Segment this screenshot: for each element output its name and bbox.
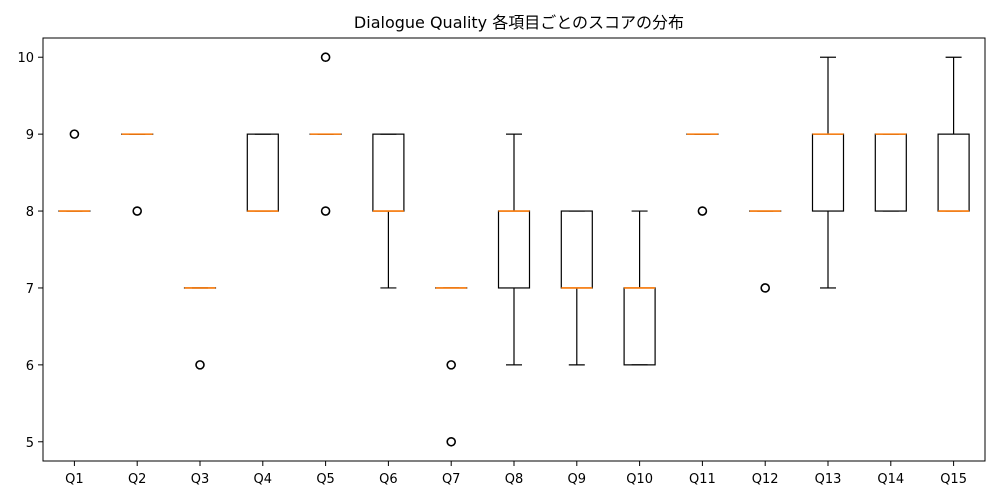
x-tick-label: Q15 (940, 472, 967, 487)
box-series (58, 52, 970, 447)
box-q1 (58, 129, 91, 212)
iqr-box (811, 133, 845, 212)
outlier-point (320, 206, 331, 216)
y-tick-label: 6 (26, 359, 34, 374)
y-tick-label: 5 (26, 436, 34, 451)
y-tick-label: 7 (26, 282, 34, 297)
y-tick-label: 10 (17, 51, 34, 66)
outlier-point (132, 206, 142, 216)
outlier-point (697, 206, 708, 216)
iqr-box (937, 133, 970, 212)
iqr-box (497, 210, 531, 289)
iqr-box (623, 287, 656, 366)
box-q10 (623, 210, 656, 366)
outlier-point (446, 360, 457, 370)
outlier-point (195, 360, 205, 370)
x-tick-label: Q13 (815, 472, 842, 487)
box-q3 (183, 287, 217, 370)
box-q4 (246, 133, 279, 212)
x-tick-label: Q2 (128, 472, 147, 487)
iqr-box (246, 133, 279, 212)
outlier-point (446, 436, 457, 447)
box-q14 (874, 133, 907, 212)
x-tick-label: Q8 (505, 472, 524, 487)
box-q5 (309, 52, 342, 216)
x-tick-label: Q9 (568, 472, 587, 487)
outlier-point (760, 283, 771, 293)
x-tick-label: Q11 (689, 472, 716, 487)
y-tick-label: 9 (26, 128, 34, 143)
box-q12 (749, 210, 782, 293)
x-tick-label: Q7 (442, 472, 461, 487)
x-tick-label: Q14 (877, 472, 904, 487)
x-tick-label: Q12 (752, 472, 779, 487)
box-q11 (686, 133, 719, 216)
x-tick-label: Q3 (191, 472, 210, 487)
box-q7 (435, 287, 468, 447)
box-q15 (937, 56, 970, 212)
outlier-point (69, 129, 80, 139)
box-q13 (811, 56, 845, 289)
iqr-box (874, 133, 907, 212)
x-tick-label: Q4 (254, 472, 273, 487)
box-q9 (560, 210, 593, 366)
x-axis: Q1 Q2 Q3 Q4 Q5 Q6 Q7 Q8 Q9 Q10 Q11 Q12 Q13 Q14 Q15 (65, 461, 967, 487)
x-tick-label: Q1 (65, 472, 84, 487)
y-tick-label: 8 (26, 205, 34, 220)
chart-title: Dialogue Quality 各項目ごとのスコアの分布 (354, 13, 684, 32)
box-q6 (372, 133, 405, 289)
box-q8 (497, 133, 531, 366)
x-tick-label: Q6 (379, 472, 398, 487)
iqr-box (560, 210, 593, 289)
iqr-box (372, 133, 405, 212)
y-axis: 5 6 7 8 9 10 (17, 51, 43, 451)
plot-area-frame (42, 37, 986, 462)
x-tick-label: Q5 (316, 472, 335, 487)
box-q2 (121, 133, 154, 216)
outlier-point (320, 52, 331, 63)
x-tick-label: Q10 (626, 472, 653, 487)
